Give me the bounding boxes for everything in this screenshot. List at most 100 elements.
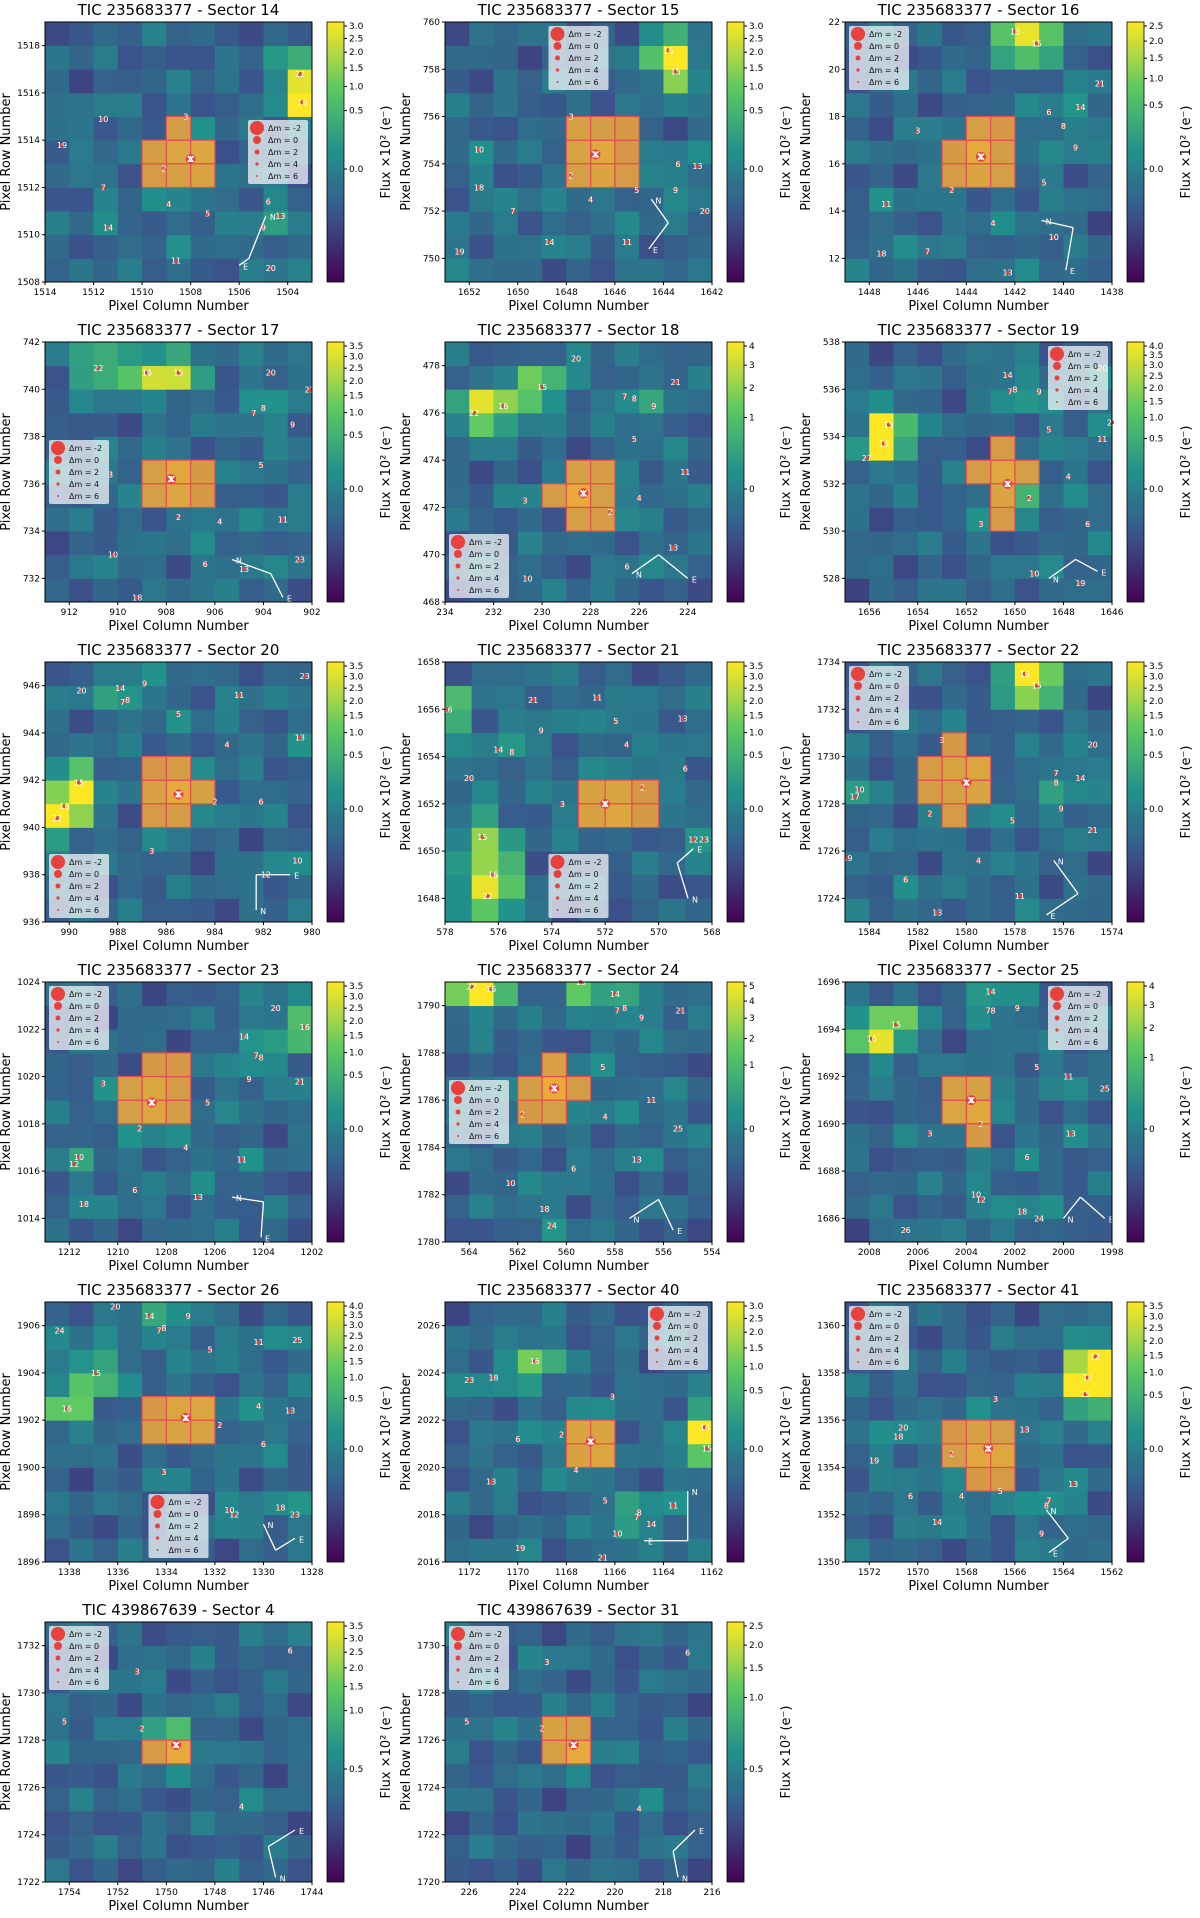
flux-pixel — [190, 211, 216, 236]
flux-pixel — [190, 1076, 216, 1101]
flux-pixel — [605, 756, 633, 781]
flux-pixel — [493, 1467, 519, 1492]
star-label: 14 — [544, 238, 554, 247]
magnitude-legend: Δm = -2Δm = 0Δm = 2Δm = 4Δm = 6 — [1048, 346, 1108, 410]
flux-pixel — [639, 258, 664, 283]
flux-pixel — [685, 756, 713, 781]
flux-pixel — [869, 1147, 894, 1172]
flux-pixel — [214, 1147, 240, 1172]
heatmap-panel: TIC 235683377 - Sector 41121615223201813… — [800, 1280, 1200, 1598]
star-label: 10 — [505, 1179, 515, 1188]
flux-pixel — [590, 365, 616, 390]
heatmap-panel: TIC 235683377 - Sector 17121615222021789… — [0, 320, 400, 638]
x-tick-label: 912 — [61, 608, 78, 618]
y-tick-label: 1654 — [417, 753, 440, 763]
flux-pixel — [45, 1076, 70, 1101]
flux-pixel — [117, 507, 143, 532]
flux-pixel — [117, 1692, 143, 1717]
x-axis-label: Pixel Column Number — [108, 1899, 249, 1914]
star-marker — [467, 775, 472, 780]
flux-pixel — [1087, 1123, 1113, 1148]
legend-box — [449, 1080, 509, 1144]
flux-pixel — [190, 1645, 216, 1670]
flux-pixel — [69, 1100, 94, 1125]
aperture-pixel — [614, 115, 640, 141]
compass-arrow-n — [1053, 860, 1079, 895]
legend-label: Δm = 2 — [69, 468, 99, 477]
star-marker — [695, 164, 700, 169]
flux-pixel — [845, 756, 870, 781]
y-axis-label: Pixel Row Number — [0, 413, 14, 531]
flux-pixel — [45, 578, 70, 603]
flux-pixel — [590, 1123, 616, 1148]
flux-pixel — [614, 1420, 640, 1445]
flux-pixel — [45, 531, 70, 556]
x-tick-label: 1754 — [58, 1888, 81, 1898]
flux-pixel — [214, 436, 240, 461]
x-tick-label: 1166 — [603, 1568, 626, 1578]
legend-marker — [454, 1096, 462, 1104]
magnitude-legend: Δm = -2Δm = 0Δm = 2Δm = 4Δm = 6 — [1048, 986, 1108, 1050]
flux-pixel — [166, 1692, 192, 1717]
flux-pixel — [517, 578, 543, 603]
colorbar-tick-label: 1.5 — [349, 711, 363, 721]
aperture-mask — [141, 1395, 216, 1445]
legend-marker — [1056, 1041, 1058, 1043]
flux-pixel — [142, 258, 167, 283]
flux-pixel — [190, 1147, 216, 1172]
flux-pixel — [893, 1396, 919, 1421]
flux-pixel — [1039, 1171, 1064, 1196]
compass-arrow-n — [1062, 1196, 1081, 1219]
flux-pixel — [639, 1396, 664, 1421]
star-marker — [256, 1340, 261, 1345]
star-label: 7 — [120, 698, 125, 707]
flux-pixel — [190, 1622, 216, 1647]
x-tick-label: 984 — [206, 928, 223, 938]
legend-label: Δm = -2 — [1068, 990, 1101, 999]
flux-pixel — [639, 365, 664, 390]
flux-pixel — [214, 1645, 240, 1670]
flux-pixel — [166, 554, 192, 579]
x-tick-label: 2004 — [955, 1248, 978, 1258]
flux-pixel — [869, 1396, 894, 1421]
tpf-heatmap-svg: TIC 235683377 - Sector 41121615223201813… — [800, 1281, 1194, 1594]
flux-pixel — [287, 234, 313, 259]
flux-pixel — [917, 709, 943, 734]
panel-title: TIC 235683377 - Sector 16 — [877, 1, 1080, 19]
y-tick-label: 1734 — [817, 658, 840, 668]
flux-pixel — [663, 116, 689, 141]
flux-pixel — [1087, 187, 1113, 212]
flux-pixel — [45, 342, 70, 367]
flux-pixel — [893, 1514, 919, 1539]
flux-pixel — [869, 1171, 894, 1196]
flux-pixel — [966, 1491, 992, 1516]
flux-pixel — [990, 69, 1016, 94]
flux-pixel — [1087, 780, 1113, 805]
star-marker — [113, 1304, 118, 1309]
flux-pixel — [845, 1171, 870, 1196]
star-marker — [613, 719, 618, 724]
star-marker — [118, 686, 123, 690]
flux-pixel — [917, 483, 943, 508]
star-marker — [974, 1192, 979, 1197]
flux-pixel — [166, 365, 192, 390]
colorbar-tick-label: 1.0 — [749, 1694, 764, 1704]
flux-pixel — [517, 1645, 543, 1670]
flux-pixel — [190, 709, 216, 734]
star-marker — [691, 837, 696, 842]
star-label: 11 — [237, 1155, 247, 1164]
legend-marker — [156, 1549, 159, 1551]
flux-pixel — [287, 1194, 313, 1219]
y-tick-label: 2016 — [417, 1558, 440, 1568]
flux-pixel — [566, 1194, 592, 1219]
flux-pixel — [542, 554, 567, 579]
star-marker — [79, 688, 84, 693]
aperture-pixel — [165, 163, 192, 189]
colorbar-tick-label: 3.5 — [1149, 351, 1163, 361]
star-marker — [239, 1157, 244, 1162]
flux-pixel — [845, 732, 870, 757]
flux-pixel — [893, 412, 919, 437]
flux-pixel — [614, 1396, 640, 1421]
star-label: 20 — [266, 369, 276, 378]
legend-label: Δm = -2 — [869, 1310, 902, 1319]
